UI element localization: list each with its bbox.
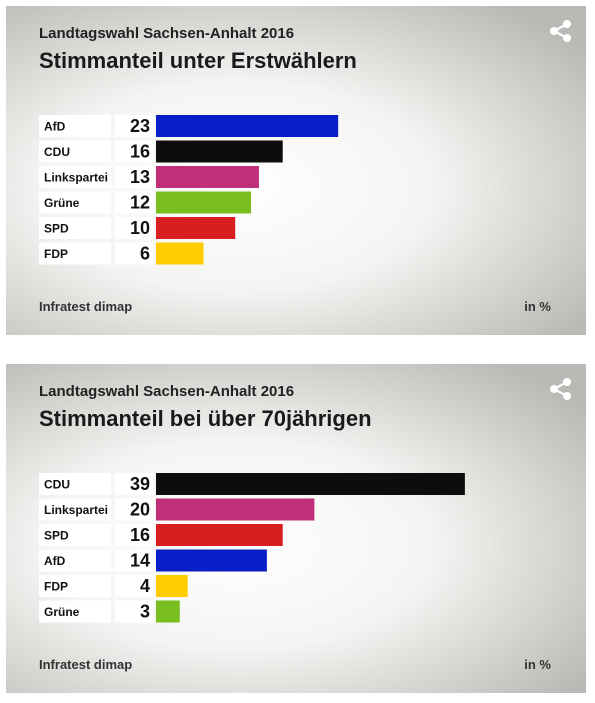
chart-title: Stimmanteil unter Erstwählern [39,48,357,73]
share-icon[interactable] [548,18,574,44]
bar-afd [156,115,339,137]
category-label-box-spd [39,524,111,546]
value-label-linkspartei: 13 [130,167,150,187]
category-label-fdp: FDP [44,247,68,261]
value-label-box-spd [115,524,153,546]
category-label-box-fdp [39,242,111,265]
category-label-box-afd [39,115,111,137]
category-label-box-linkspartei [39,498,111,521]
value-label-grune: 3 [140,602,150,622]
bar-afd [156,549,267,572]
value-label-box-afd [115,115,153,137]
category-label-box-fdp [39,575,111,597]
value-label-box-afd [115,549,153,572]
category-label-box-cdu [39,140,111,163]
bar-cdu [156,140,283,163]
source-label: Infratest dimap [39,657,133,672]
bar-fdp [156,242,204,265]
unit-label: in % [524,299,551,314]
category-label-cdu: CDU [44,478,70,492]
bar-linkspartei [156,498,315,521]
chart-panel-erstwaehler: Landtagswahl Sachsen-Anhalt 2016 Stimman… [6,6,586,335]
bar-cdu [156,473,465,495]
chart-subtitle: Landtagswahl Sachsen-Anhalt 2016 [39,383,295,400]
category-label-box-spd [39,217,111,239]
value-label-box-fdp [115,242,153,265]
bar-spd [156,524,283,546]
value-label-afd: 14 [130,551,150,571]
category-label-spd: SPD [44,222,69,236]
bar-grune [156,191,252,214]
value-label-afd: 23 [130,116,150,136]
category-label-box-linkspartei [39,166,111,188]
category-label-afd: AfD [44,554,66,568]
category-label-fdp: FDP [44,580,68,594]
value-label-grune: 12 [130,193,150,213]
bar-spd [156,217,236,239]
value-label-box-cdu [115,473,153,495]
category-label-spd: SPD [44,529,69,543]
value-label-fdp: 6 [140,244,150,264]
value-label-fdp: 4 [140,576,150,596]
category-label-box-afd [39,549,111,572]
category-label-afd: AfD [44,120,66,134]
category-label-box-cdu [39,473,111,495]
chart-subtitle: Landtagswahl Sachsen-Anhalt 2016 [39,25,295,42]
value-label-box-spd [115,217,153,239]
value-label-box-grune [115,600,153,623]
chart-title: Stimmanteil bei über 70jährigen [39,406,372,431]
source-label: Infratest dimap [39,299,133,314]
chart-panel-ueber-70: Landtagswahl Sachsen-Anhalt 2016 Stimman… [6,364,586,693]
category-label-box-grune [39,191,111,214]
value-label-cdu: 16 [130,142,150,162]
bar-chart: CDU 39 Linkspartei 20 SPD 16 AfD 14 FDP 4 Grüne 3 [39,473,465,623]
bar-fdp [156,575,188,597]
category-label-linkspartei: Linkspartei [44,171,108,185]
category-label-linkspartei: Linkspartei [44,503,108,517]
unit-label: in % [524,657,551,672]
value-label-box-cdu [115,140,153,163]
value-label-spd: 16 [130,525,150,545]
share-icon[interactable] [548,376,574,402]
bar-grune [156,600,180,623]
value-label-box-grune [115,191,153,214]
bar-chart: AfD 23 CDU 16 Linkspartei 13 Grüne 12 SPD 10 FDP 6 [39,115,339,265]
category-label-box-grune [39,600,111,623]
value-label-box-linkspartei [115,498,153,521]
category-label-grune: Grüne [44,605,80,619]
category-label-cdu: CDU [44,145,70,159]
value-label-linkspartei: 20 [130,500,150,520]
value-label-spd: 10 [130,218,150,238]
bar-linkspartei [156,166,259,188]
value-label-box-linkspartei [115,166,153,188]
value-label-box-fdp [115,575,153,597]
value-label-cdu: 39 [130,474,150,494]
category-label-grune: Grüne [44,196,80,210]
